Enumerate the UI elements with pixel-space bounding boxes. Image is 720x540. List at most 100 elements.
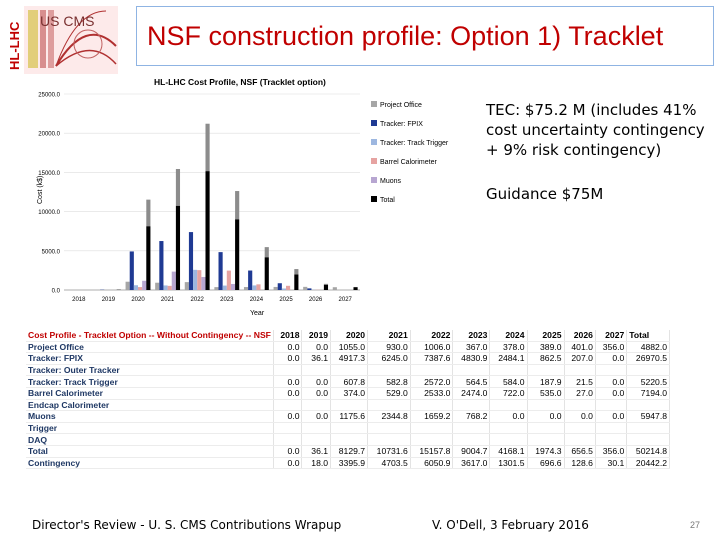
bar-barrel-calorimeter xyxy=(256,284,261,290)
header-cell: 2025 xyxy=(527,330,565,342)
table-cell: 529.0 xyxy=(367,387,411,400)
table-cell: 356.0 xyxy=(595,444,628,458)
table-cell xyxy=(273,364,303,377)
table-cell: 930.0 xyxy=(367,341,411,354)
table-cell xyxy=(595,399,628,412)
table-cell: 0.0 xyxy=(273,352,303,365)
bar-project-office xyxy=(332,287,337,290)
row-label: Contingency xyxy=(26,457,274,470)
bar-contingency xyxy=(264,247,269,258)
table-cell: 4168.1 xyxy=(489,444,528,458)
table-cell xyxy=(301,364,332,377)
table-cell: 582.8 xyxy=(367,375,411,388)
bar-total xyxy=(205,171,210,290)
cost-profile-table: Cost Profile - Tracklet Option -- Withou… xyxy=(26,330,670,470)
table-cell xyxy=(452,364,491,377)
page-title: NSF construction profile: Option 1) Trac… xyxy=(147,20,664,51)
table-cell: 36.1 xyxy=(301,352,332,365)
legend-label: Tracker: FPIX xyxy=(380,121,423,128)
table-cell: 1006.0 xyxy=(410,341,454,354)
legend-swatch xyxy=(371,120,377,126)
table-cell xyxy=(301,433,332,446)
table-row: Tracker: Outer Tracker xyxy=(26,364,670,377)
row-label: Total xyxy=(26,444,274,458)
bar-project-office xyxy=(125,281,130,290)
bar-tracker-fpix xyxy=(129,251,134,290)
x-tick-label: 2020 xyxy=(131,297,145,303)
table-row: DAQ xyxy=(26,433,670,446)
x-tick-label: 2022 xyxy=(191,297,205,303)
bar-tracker-track-trigger xyxy=(133,285,138,290)
table-cell: 2474.0 xyxy=(452,387,491,400)
bar-contingency xyxy=(175,168,181,206)
chart-y-ticks: 0.0 5000.0 10000.0 15000.0 20000.0 25000.0 xyxy=(38,93,60,295)
header-cell: 2023 xyxy=(452,330,491,342)
row-label: Muons xyxy=(26,410,274,423)
table-cell: 367.0 xyxy=(452,341,491,354)
table-cell xyxy=(564,433,596,446)
table-cell: 0.0 xyxy=(301,387,332,400)
table-cell xyxy=(564,399,596,412)
row-total: 5220.5 xyxy=(626,375,670,388)
bar-tracker-track-trigger xyxy=(163,285,168,290)
table-cell xyxy=(527,422,565,435)
table-cell: 2344.8 xyxy=(367,410,411,423)
x-tick-label: 2025 xyxy=(279,297,293,303)
table-cell: 1055.0 xyxy=(330,341,369,354)
header-cell: 2019 xyxy=(301,330,332,342)
table-cell: 0.0 xyxy=(273,444,303,458)
y-tick-label: 15000.0 xyxy=(38,171,60,177)
table-cell: 0.0 xyxy=(595,352,628,365)
table-cell: 0.0 xyxy=(273,341,303,354)
bar-tracker-fpix xyxy=(307,288,312,290)
table-cell: 607.8 xyxy=(330,375,369,388)
x-tick-label: 2024 xyxy=(250,297,264,303)
legend-label: Muons xyxy=(380,178,402,185)
chart-svg: HL-LHC Cost Profile, NSF (Tracklet optio… xyxy=(37,77,449,317)
table-cell xyxy=(489,364,528,377)
table-row: Project Office 0.0 0.0 1055.0 930.0 1006.0 367… xyxy=(26,341,670,354)
row-label: Endcap Calorimeter xyxy=(26,399,274,412)
table-cell: 187.9 xyxy=(527,375,565,388)
row-total: 5947.8 xyxy=(626,410,670,423)
bar-project-office xyxy=(303,286,308,290)
table-cell xyxy=(595,422,628,435)
table-row: Endcap Calorimeter xyxy=(26,399,670,412)
table-cell: 656.5 xyxy=(564,444,596,458)
x-tick-label: 2027 xyxy=(339,297,353,303)
row-total: 4882.0 xyxy=(626,341,670,354)
y-tick-label: 25000.0 xyxy=(38,93,60,99)
table-row: Contingency 0.0 18.0 3395.9 4703.5 6050.9 3617… xyxy=(26,457,670,470)
chart-x-ticks: 2018 2019 2020 2021 2022 2023 2024 2025 2026 2027 xyxy=(72,297,352,303)
table-cell xyxy=(410,364,454,377)
table-cell: 128.6 xyxy=(564,457,596,470)
table-cell: 21.5 xyxy=(564,375,596,388)
title-box: NSF construction profile: Option 1) Trac… xyxy=(136,6,714,66)
notes-panel: TEC: $75.2 M (includes 41% cost uncertai… xyxy=(486,100,711,204)
table-cell: 6245.0 xyxy=(367,352,411,365)
table-cell: 8129.7 xyxy=(330,444,369,458)
table-cell: 4703.5 xyxy=(367,457,411,470)
table-cell: 389.0 xyxy=(527,341,565,354)
x-tick-label: 2026 xyxy=(309,297,323,303)
table-cell: 0.0 xyxy=(273,375,303,388)
bar-contingency xyxy=(146,199,151,227)
bar-tracker-track-trigger xyxy=(252,285,257,290)
table-cell xyxy=(301,422,332,435)
table-cell: 584.0 xyxy=(489,375,528,388)
bar-tracker-track-trigger xyxy=(193,269,198,290)
table-cell xyxy=(410,422,454,435)
bar-total xyxy=(264,257,269,290)
table-cell: 10731.6 xyxy=(367,444,411,458)
bar-total xyxy=(353,287,358,290)
hl-lhc-logo: HL-LHC US CMS xyxy=(6,6,118,74)
bar-tracker-track-trigger xyxy=(281,288,286,290)
table-cell: 0.0 xyxy=(489,410,528,423)
y-tick-label: 0.0 xyxy=(52,289,61,295)
logo-grid-graphic xyxy=(28,10,117,68)
table-cell xyxy=(489,422,528,435)
table-cell: 2533.0 xyxy=(410,387,454,400)
y-tick-label: 10000.0 xyxy=(38,210,60,216)
row-label: Project Office xyxy=(26,341,274,354)
table-cell: 0.0 xyxy=(301,375,332,388)
